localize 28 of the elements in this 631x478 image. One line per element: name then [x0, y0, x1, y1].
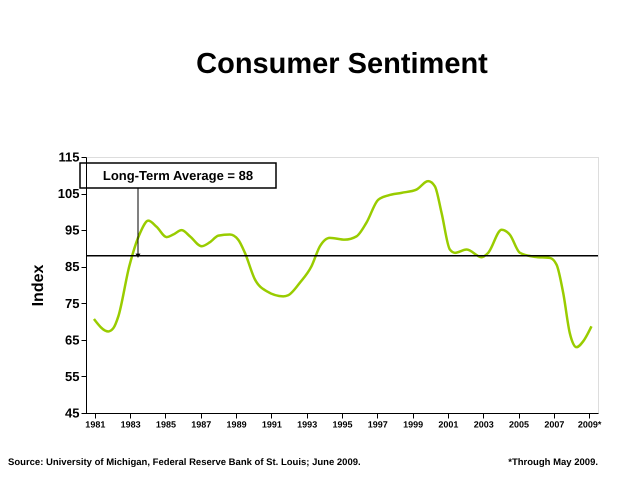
y-tick-label: 55	[65, 368, 80, 384]
y-tick-label: 85	[65, 259, 80, 274]
y-axis-title: Index	[30, 264, 47, 306]
x-tick-label: 1983	[120, 420, 141, 430]
y-tick-label: 95	[65, 222, 80, 238]
y-tick-label: 75	[65, 296, 80, 311]
x-tick-label: 1995	[332, 420, 353, 430]
x-tick-label: 1985	[156, 420, 176, 430]
chart-title: Consumer Sentiment	[196, 48, 488, 80]
x-tick-label: 2005	[509, 420, 530, 430]
x-tick-label: 2009*	[578, 420, 602, 430]
x-tick-label: 2007	[544, 420, 564, 430]
y-tick-label: 105	[58, 186, 80, 202]
x-tick-label: 1997	[368, 420, 388, 430]
x-tick-label: 1981	[85, 420, 106, 430]
x-tick-label: 2001	[438, 420, 458, 430]
y-tick-label: 115	[58, 150, 80, 164]
text: *Through May 2009.	[508, 457, 598, 468]
y-tick-label: 45	[65, 406, 80, 420]
x-tick-label: 1991	[262, 420, 282, 430]
x-tick-label: 1993	[297, 420, 318, 430]
x-tick-label: 2003	[474, 420, 494, 430]
source-note: Source: University of Michigan, Federal Reserve Bank of St. Louis; June 2009.	[8, 457, 361, 468]
x-tick-label: 1999	[403, 420, 424, 430]
ref-line-label: Long-Term Average = 88	[102, 168, 254, 183]
x-tick-label: 1987	[191, 420, 212, 430]
y-tick-label: 65	[65, 332, 80, 348]
x-tick-label: 1989	[226, 420, 247, 430]
